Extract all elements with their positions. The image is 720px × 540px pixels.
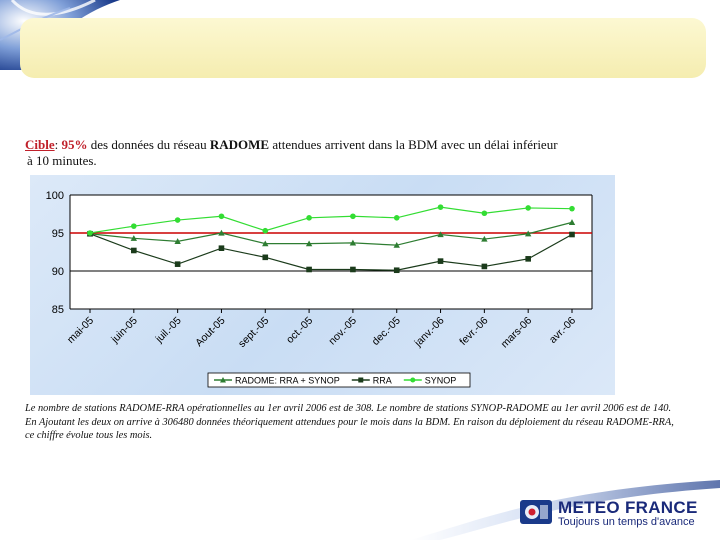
data-point-rra bbox=[393, 267, 400, 274]
brand-name: METEO FRANCE bbox=[558, 498, 698, 517]
legend-label-synop: SYNOP bbox=[425, 376, 457, 386]
data-point-rra bbox=[306, 266, 312, 273]
data-point-synop bbox=[87, 230, 93, 236]
x-tick-label: mars-06 bbox=[499, 315, 535, 351]
data-point-synop bbox=[569, 205, 575, 212]
y-tick-label: 100 bbox=[46, 190, 64, 202]
data-point-synop bbox=[481, 210, 488, 217]
x-tick-label: oct.-05 bbox=[284, 315, 315, 346]
series-line-synop bbox=[89, 206, 573, 234]
data-point-synop bbox=[262, 227, 269, 234]
data-point-rra bbox=[262, 254, 269, 261]
data-point-radome bbox=[437, 231, 444, 238]
data-point-radome bbox=[130, 235, 138, 241]
data-point-radome bbox=[524, 230, 532, 237]
objective-label: Cible bbox=[25, 137, 55, 152]
data-point-radome bbox=[174, 238, 181, 244]
data-point-radome bbox=[262, 240, 269, 247]
plot-area bbox=[70, 195, 592, 309]
x-tick-label: janv.-06 bbox=[412, 315, 447, 350]
legend-label-rra: RRA bbox=[373, 376, 392, 386]
x-tick-label: sept.-05 bbox=[236, 315, 271, 350]
data-point-rra bbox=[525, 256, 531, 262]
data-point-synop bbox=[306, 215, 312, 221]
x-tick-label: nov.-05 bbox=[326, 315, 359, 348]
logo-badge-icon bbox=[520, 500, 552, 524]
caption-text: Le nombre de stations RADOME-RRA opérati… bbox=[25, 403, 674, 441]
data-point-rra bbox=[218, 245, 225, 251]
data-point-synop bbox=[437, 204, 444, 210]
y-tick-label: 95 bbox=[52, 228, 64, 240]
brand-tagline: Toujours un temps d'avance bbox=[558, 516, 695, 528]
data-point-radome bbox=[305, 240, 313, 247]
brand-logo: METEO FRANCE Toujours un temps d'avance bbox=[520, 498, 720, 540]
data-point-rra bbox=[481, 263, 488, 270]
data-point-synop bbox=[525, 205, 531, 211]
data-point-rra bbox=[131, 247, 137, 254]
x-tick-label: fevr.-06 bbox=[457, 315, 490, 348]
data-point-radome bbox=[393, 241, 400, 248]
legend-label-radome: RADOME: RRA + SYNOP bbox=[235, 376, 340, 386]
data-point-radome bbox=[218, 229, 225, 236]
series-line-rra bbox=[89, 233, 573, 271]
x-tick-label: dec.-05 bbox=[370, 315, 403, 348]
data-point-synop bbox=[131, 223, 137, 229]
chart-panel: 85 90 95 100 mai-05 juin-05 juil.-05 Aout-05 sep… bbox=[30, 175, 615, 395]
data-point-synop bbox=[393, 215, 400, 221]
legend-box bbox=[207, 372, 471, 388]
series-line-radome bbox=[89, 221, 573, 246]
data-point-synop bbox=[218, 213, 225, 220]
data-point-synop bbox=[350, 213, 356, 220]
data-point-rra bbox=[569, 231, 575, 238]
header-band bbox=[20, 18, 706, 78]
data-point-rra bbox=[350, 266, 356, 273]
line-chart: 85 90 95 100 mai-05 juin-05 juil.-05 Aout-05 sep… bbox=[46, 190, 593, 388]
x-tick-label: Aout-05 bbox=[193, 315, 228, 350]
data-point-radome bbox=[349, 239, 357, 246]
data-point-rra bbox=[437, 258, 444, 264]
data-point-radome bbox=[481, 235, 488, 242]
data-point-synop bbox=[174, 217, 181, 223]
y-tick-label: 90 bbox=[52, 266, 64, 278]
objective-statement: Cible: 95% des données du réseau RADOME … bbox=[25, 137, 558, 168]
legend-marker-rra bbox=[358, 377, 364, 383]
data-point-rra bbox=[174, 261, 181, 267]
legend-marker-radome bbox=[220, 377, 226, 383]
objective-percent: 95% bbox=[61, 137, 88, 152]
x-tick-label: avr.-06 bbox=[547, 315, 578, 346]
x-tick-label: juil.-05 bbox=[153, 315, 184, 346]
x-tick-label: mai-05 bbox=[65, 315, 96, 346]
legend-marker-synop bbox=[410, 377, 416, 383]
swoosh-decoration-bottom bbox=[410, 480, 720, 540]
network-name: RADOME bbox=[209, 137, 270, 152]
x-tick-label: juin-05 bbox=[108, 315, 140, 347]
data-point-radome bbox=[568, 219, 576, 225]
y-tick-label: 85 bbox=[52, 304, 64, 316]
